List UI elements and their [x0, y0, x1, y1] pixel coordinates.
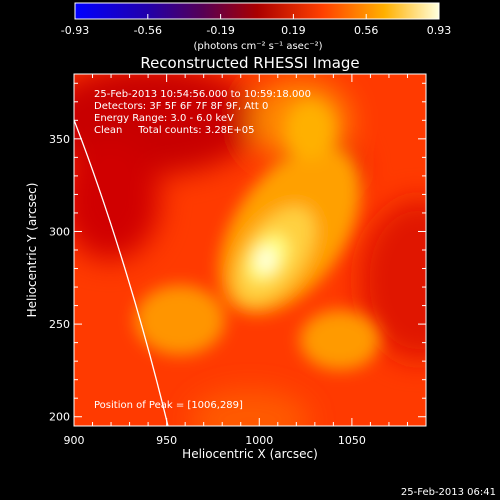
annotation-energy-range: Energy Range: 3.0 - 6.0 keV	[94, 113, 234, 124]
x-tick-label: 900	[64, 434, 85, 447]
y-tick-label: 250	[49, 318, 70, 331]
colorbar-tick-label: -0.19	[206, 24, 234, 37]
solar-limb-curve	[74, 119, 169, 426]
colorbar-gradient	[74, 2, 440, 20]
colorbar-tick-label: -0.93	[61, 24, 89, 37]
heatmap-image	[74, 74, 426, 426]
colorbar-unit-label: (photons cm⁻² s⁻¹ asec⁻²)	[193, 41, 322, 52]
colorbar-ticks: -0.93 -0.56 -0.19 0.19 0.56 0.93	[61, 14, 451, 37]
x-tick-label: 1000	[245, 434, 273, 447]
y-axis-ticks: 200 250 300 350	[49, 82, 426, 424]
x-tick-label: 950	[156, 434, 177, 447]
x-tick-label: 1050	[338, 434, 366, 447]
y-tick-label: 300	[49, 225, 70, 238]
peak-position-label: Position of Peak = [1006,289]	[94, 400, 243, 411]
y-tick-label: 200	[49, 411, 70, 424]
colorbar-tick-label: -0.56	[134, 24, 162, 37]
annotation-time-range: 25-Feb-2013 10:54:56.000 to 10:59:18.000	[94, 89, 311, 100]
x-axis-label: Heliocentric X (arcsec)	[182, 447, 318, 461]
annotation-block: 25-Feb-2013 10:54:56.000 to 10:59:18.000…	[94, 89, 311, 136]
annotation-detectors: Detectors: 3F 5F 6F 7F 8F 9F, Att 0	[94, 101, 268, 112]
y-tick-label: 350	[49, 133, 70, 146]
colorbar-tick-label: 0.19	[281, 24, 306, 37]
x-axis-ticks: 900 950 1000 1050	[64, 74, 408, 447]
colorbar-tick-label: 0.93	[427, 24, 452, 37]
annotation-clean-counts: Clean Total counts: 3.28E+05	[94, 125, 254, 136]
chart-title: Reconstructed RHESSI Image	[140, 54, 359, 72]
colorbar-tick-label: 0.56	[354, 24, 379, 37]
footer-timestamp: 25-Feb-2013 06:41	[401, 487, 496, 498]
colorbar: -0.93 -0.56 -0.19 0.19 0.56 0.93 (photons cm⁻…	[61, 2, 451, 52]
y-axis-label: Heliocentric Y (arcsec)	[25, 183, 39, 318]
